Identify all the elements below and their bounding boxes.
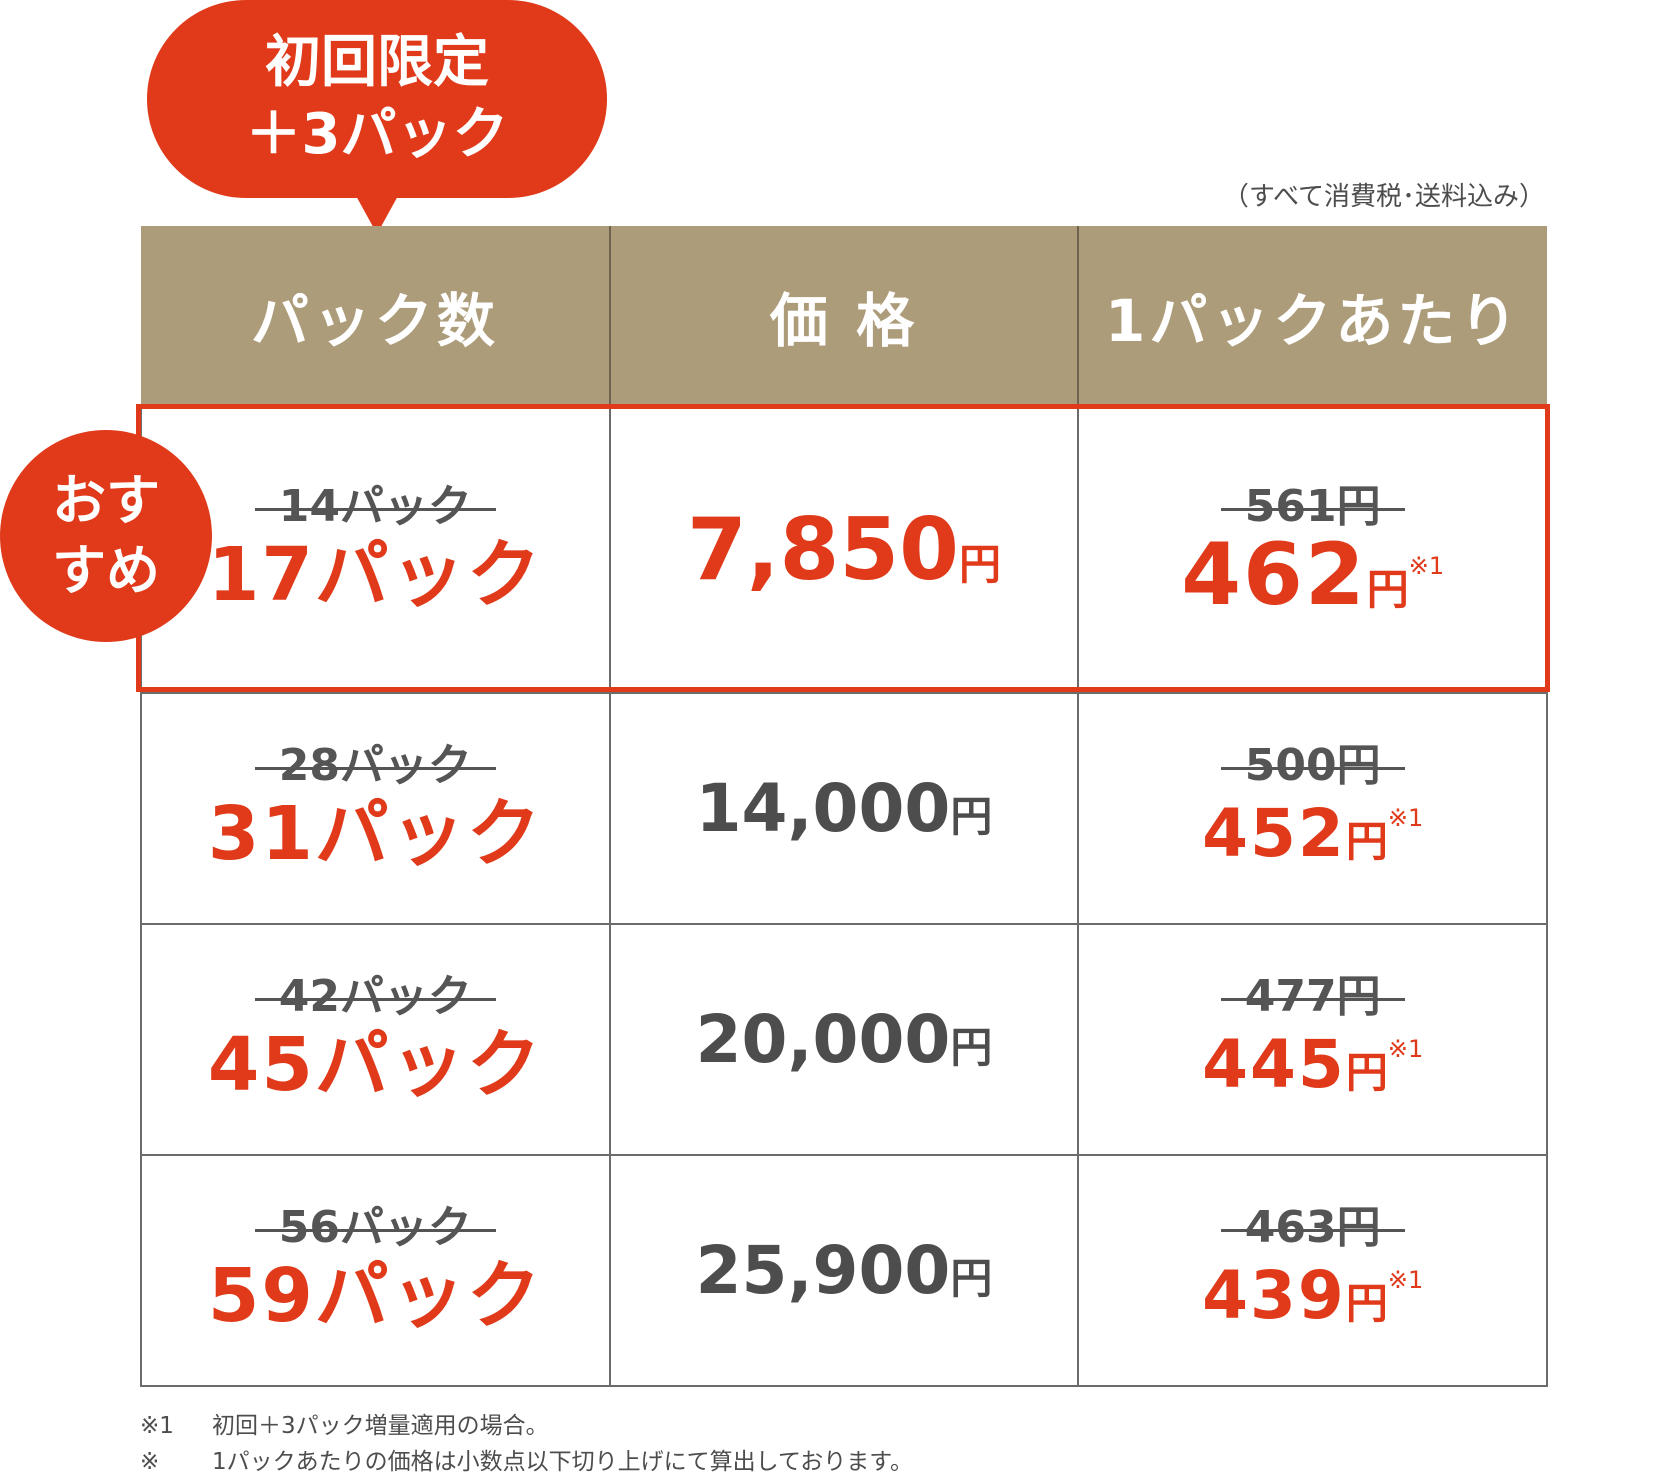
table-row: 56パック 59パック 25,900円 463円 439円※1 bbox=[140, 1154, 1548, 1387]
new-per-pack-price: 462 bbox=[1181, 525, 1367, 625]
header-per-pack: 1パックあたり bbox=[1077, 226, 1547, 407]
price-unit: 円 bbox=[950, 1023, 993, 1072]
recommend-line-1: おす bbox=[52, 469, 160, 532]
table-row: 14パック 17パック 7,850円 561円 462円※1 bbox=[140, 406, 1548, 694]
per-pack-cell: 561円 462円※1 bbox=[1077, 406, 1548, 694]
footnotes: ※1 初回＋3パック増量適用の場合。 ※ 1パックあたりの価格は小数点以下切り上げに… bbox=[140, 1408, 913, 1480]
per-pack-cell: 477円 445円※1 bbox=[1077, 923, 1548, 1156]
price-value: 25,900 bbox=[695, 1232, 951, 1309]
price-value: 14,000 bbox=[695, 770, 951, 847]
price-unit: 円 bbox=[950, 1254, 993, 1303]
tax-note: （すべて消費税･送料込み） bbox=[1222, 182, 1545, 212]
footnote-2: ※ 1パックあたりの価格は小数点以下切り上げにて算出しております。 bbox=[140, 1449, 913, 1475]
footnote-marker: ※1 bbox=[1387, 803, 1424, 832]
price-cell: 7,850円 bbox=[608, 406, 1080, 694]
badge-line-2: ＋3パック bbox=[245, 102, 509, 167]
badge-line-1: 初回限定 bbox=[265, 30, 489, 95]
packs-cell: 42パック 45パック bbox=[140, 923, 611, 1156]
packs-cell: 14パック 17パック bbox=[140, 406, 611, 694]
new-per-pack-price: 439 bbox=[1202, 1256, 1346, 1334]
old-per-pack-price: 561円 bbox=[1220, 482, 1405, 532]
price-unit: 円 bbox=[950, 792, 993, 841]
per-pack-unit: 円 bbox=[1345, 816, 1388, 866]
table-row: 28パック 31パック 14,000円 500円 452円※1 bbox=[140, 692, 1548, 925]
price-unit: 円 bbox=[958, 540, 1001, 589]
new-pack-count: 45パック bbox=[207, 1021, 543, 1108]
footnote-marker: ※1 bbox=[1387, 1034, 1424, 1063]
old-pack-count: 56パック bbox=[254, 1202, 497, 1253]
recommend-badge: おす すめ bbox=[0, 430, 212, 642]
old-pack-count: 14パック bbox=[254, 482, 497, 532]
per-pack-unit: 円 bbox=[1345, 1047, 1388, 1097]
per-pack-unit: 円 bbox=[1366, 565, 1409, 614]
new-pack-count: 17パック bbox=[207, 532, 543, 618]
old-per-pack-price: 463円 bbox=[1220, 1202, 1405, 1253]
table-row: 42パック 45パック 20,000円 477円 445円※1 bbox=[140, 923, 1548, 1156]
footnote-1: ※1 初回＋3パック増量適用の場合。 bbox=[140, 1413, 549, 1439]
new-per-pack-price: 452 bbox=[1202, 794, 1346, 872]
header-packs: パック数 bbox=[141, 226, 611, 407]
packs-cell: 28パック 31パック bbox=[140, 692, 611, 925]
old-pack-count: 28パック bbox=[254, 740, 497, 791]
per-pack-cell: 463円 439円※1 bbox=[1077, 1154, 1548, 1387]
new-per-pack-price: 445 bbox=[1202, 1025, 1346, 1103]
price-value: 7,850 bbox=[686, 500, 959, 600]
per-pack-cell: 500円 452円※1 bbox=[1077, 692, 1548, 925]
price-cell: 14,000円 bbox=[608, 692, 1080, 925]
recommend-line-2: すめ bbox=[52, 539, 160, 602]
price-table: パック数 価 格 1パックあたり 14パック 17パック 7,850円 561円 462… bbox=[140, 226, 1548, 1387]
packs-cell: 56パック 59パック bbox=[140, 1154, 611, 1387]
old-per-pack-price: 500円 bbox=[1220, 740, 1405, 791]
per-pack-unit: 円 bbox=[1345, 1278, 1388, 1328]
old-pack-count: 42パック bbox=[254, 971, 497, 1022]
footnote-marker: ※1 bbox=[1408, 552, 1445, 580]
header-price: 価 格 bbox=[608, 226, 1080, 407]
first-time-bonus-badge: 初回限定 ＋3パック bbox=[147, 0, 607, 198]
price-cell: 20,000円 bbox=[608, 923, 1080, 1156]
footnote-marker: ※1 bbox=[1387, 1265, 1424, 1294]
price-cell: 25,900円 bbox=[608, 1154, 1080, 1387]
new-pack-count: 59パック bbox=[207, 1252, 543, 1339]
price-value: 20,000 bbox=[695, 1001, 951, 1078]
new-pack-count: 31パック bbox=[207, 790, 543, 877]
old-per-pack-price: 477円 bbox=[1220, 971, 1405, 1022]
table-header-row: パック数 価 格 1パックあたり bbox=[141, 226, 1547, 407]
